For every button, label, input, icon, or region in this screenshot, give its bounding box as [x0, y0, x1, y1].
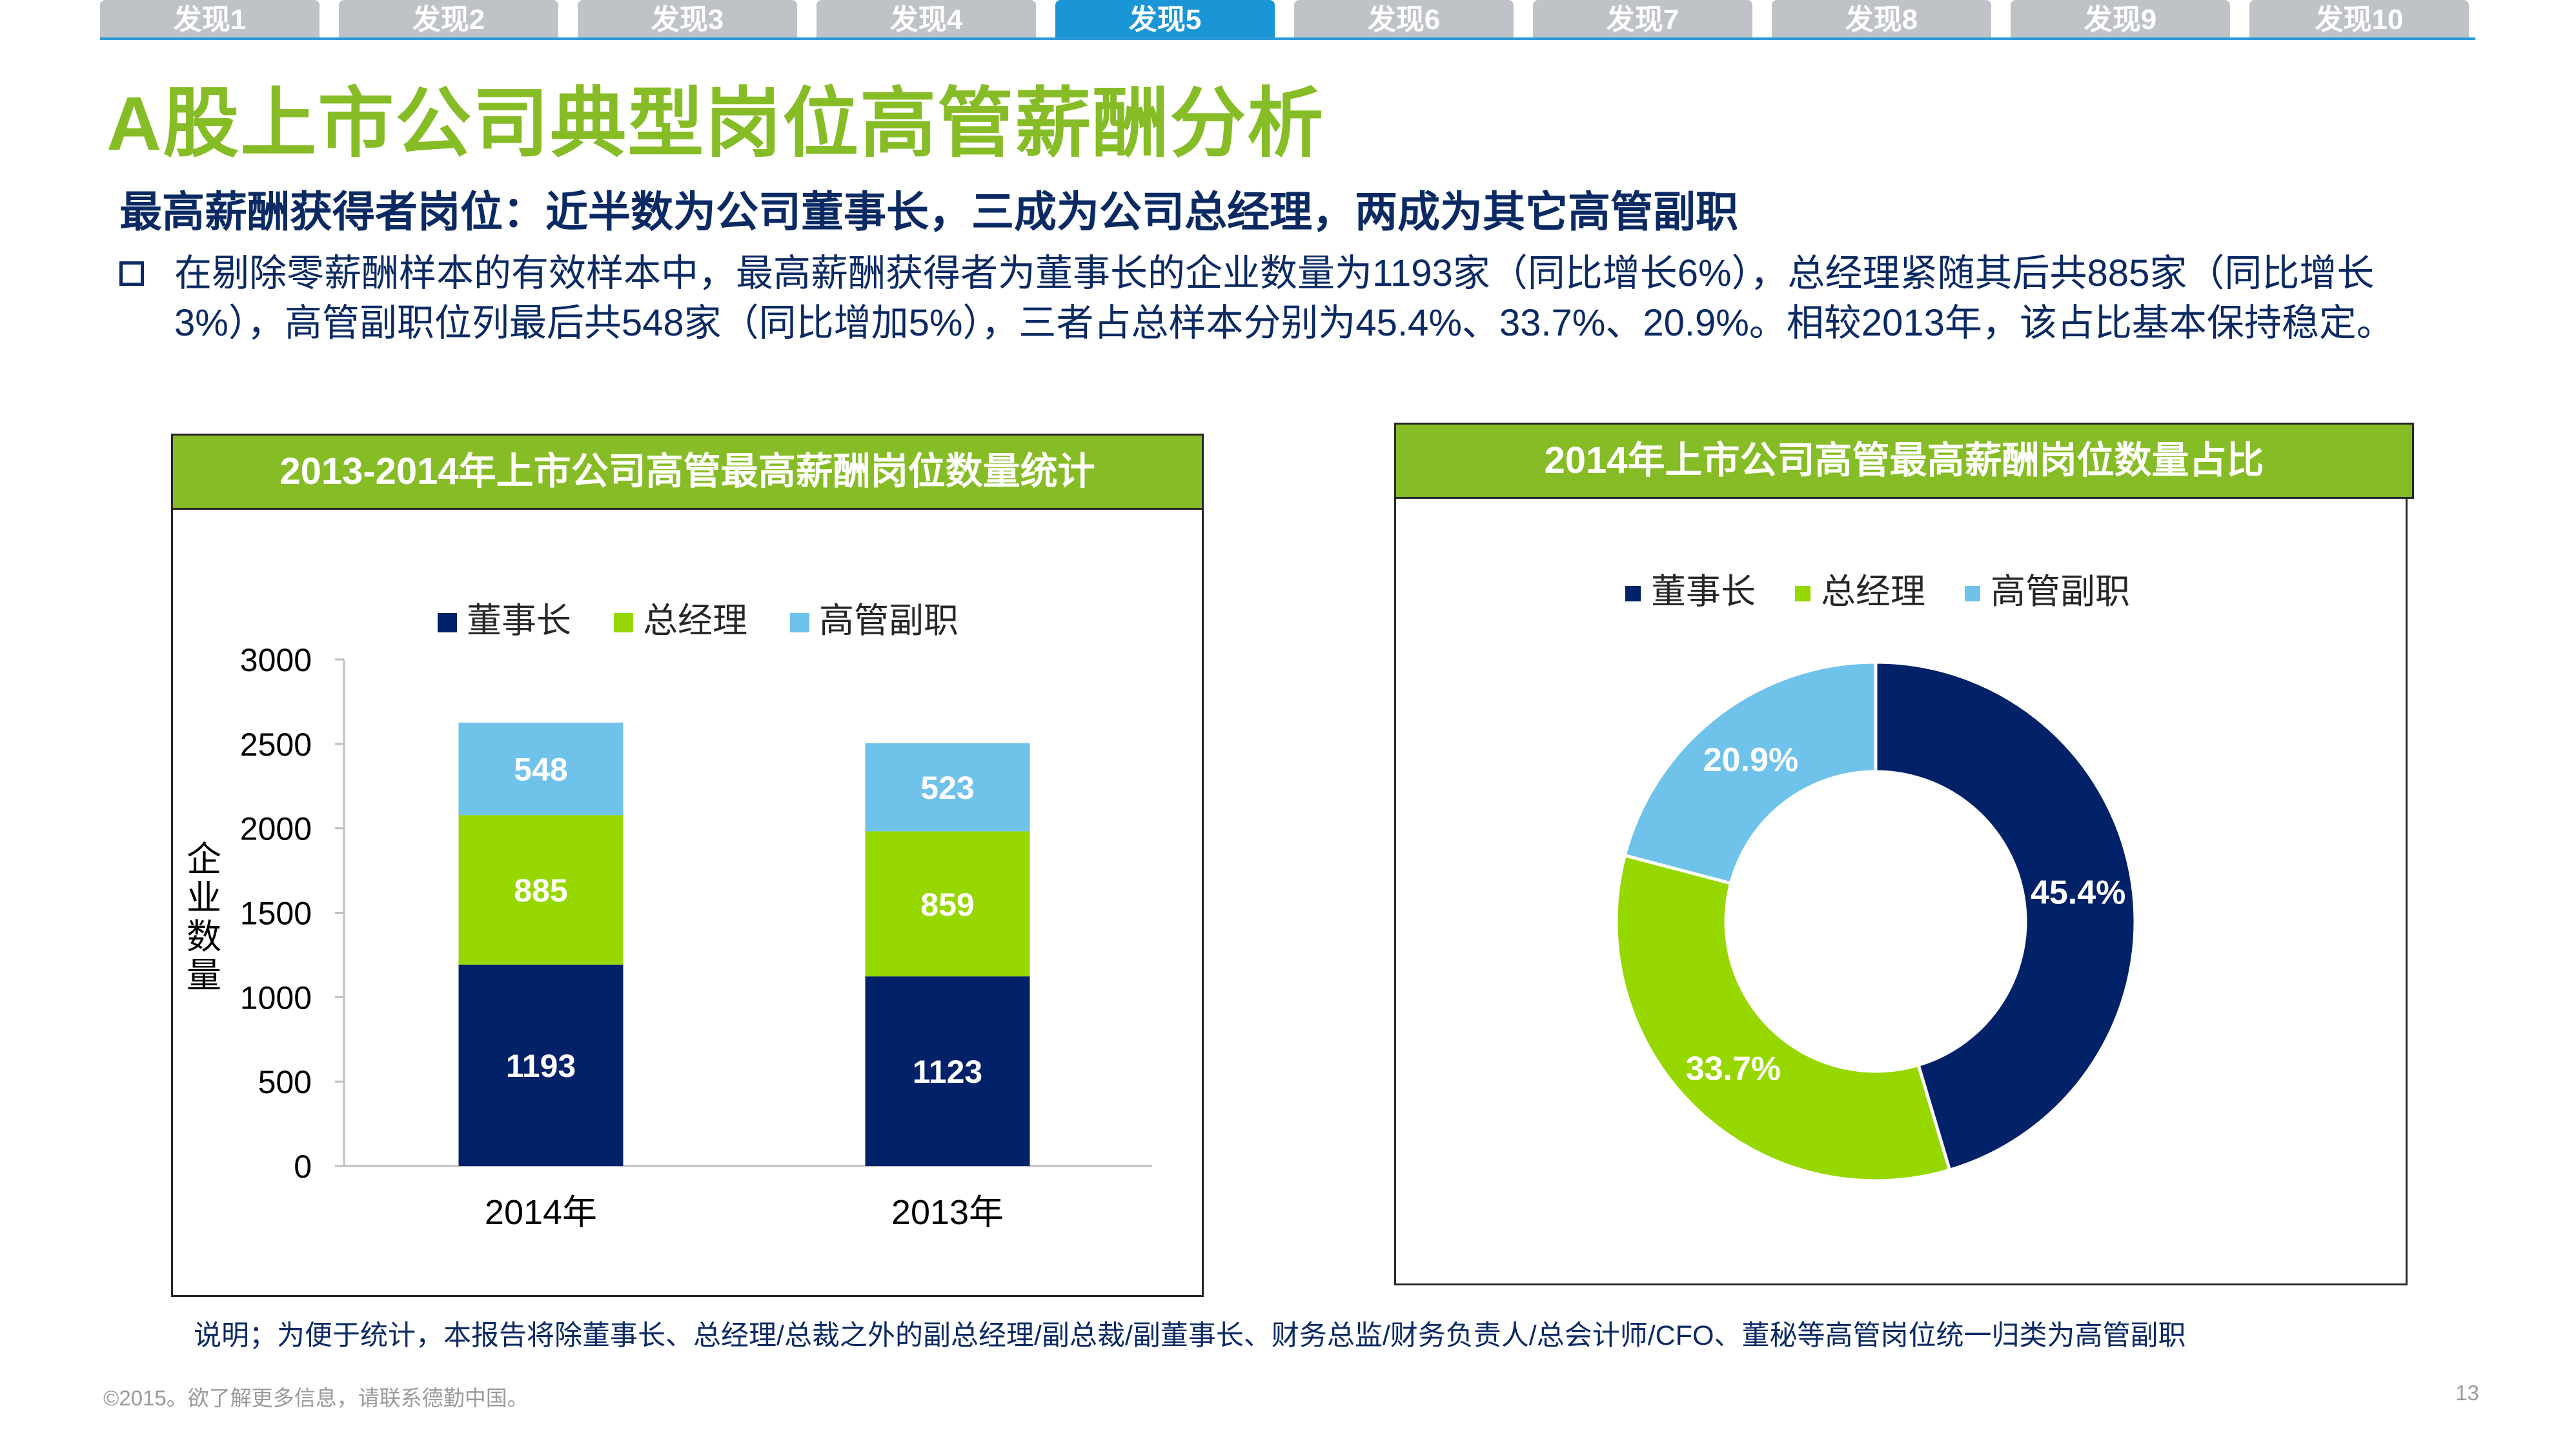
legend-swatch-2 [614, 613, 633, 632]
x-tick-label: 2013年 [891, 1193, 1004, 1232]
donut-chart: 董事长 总经理 高管副职 45.4% 33.7% 20.9% [1614, 572, 2137, 1183]
donut-value-label-2: 33.7% [1686, 1051, 1781, 1088]
donut-slice-2 [1614, 853, 1952, 1183]
donut-chart-panel: 董事长 总经理 高管副职 45.4% 33.7% 20.9% [1394, 497, 2408, 1285]
y-tick-label: 500 [258, 1064, 312, 1100]
donut-slice-1 [1874, 660, 2137, 1172]
footnote: 说明；为便于统计，本报告将除董事长、总经理/总裁之外的副总经理/副总裁/副董事长… [194, 1320, 2186, 1351]
bar-segment [865, 743, 1030, 832]
page-title: A股上市公司典型岗位高管薪酬分析 [106, 81, 1325, 166]
checkbox-bullet-icon [119, 261, 144, 286]
y-tick-label: 1500 [240, 896, 312, 932]
legend-swatch-1 [438, 613, 457, 632]
page-subtitle: 最高薪酬获得者岗位：近半数为公司董事长，三成为公司总经理，两成为其它高管副职 [119, 188, 1738, 236]
bar-value-label: 523 [920, 770, 974, 806]
donut-value-label-3: 20.9% [1703, 741, 1798, 779]
tab-7[interactable]: 发现7 [1533, 0, 1752, 37]
bar-chart-title: 2013-2014年上市公司高管最高薪酬岗位数量统计 [171, 434, 1204, 510]
y-axis-label-char: 数 [187, 918, 221, 956]
legend-label-2: 总经理 [643, 601, 747, 640]
tab-1[interactable]: 发现1 [100, 0, 319, 37]
bar-value-label: 1123 [913, 1054, 982, 1090]
donut-chart-title: 2014年上市公司高管最高薪酬岗位数量占比 [1394, 423, 2414, 499]
legend-label-1: 董事长 [467, 601, 571, 640]
bar-chart-panel: 董事长 总经理 高管副职 0 500 1000 1500 2000 2500 3000 企业数量 11… [171, 508, 1204, 1297]
tab-3[interactable]: 发现3 [578, 0, 797, 37]
bar-segment [458, 722, 624, 816]
tab-2[interactable]: 发现2 [339, 0, 558, 37]
legend-swatch-2 [1795, 586, 1810, 601]
y-tick-label: 1000 [240, 980, 312, 1016]
y-axis-label-char: 企 [187, 840, 221, 879]
bar-segment [458, 815, 624, 965]
bullet-text: 在剔除零薪酬样本的有效样本中，最高薪酬获得者为董事长的企业数量为1193家（同比… [174, 252, 2394, 344]
bar-value-label: 859 [920, 887, 974, 923]
legend-swatch-3 [790, 613, 809, 632]
y-axis-label-char: 业 [187, 879, 221, 918]
donut-slice-3 [1623, 660, 1878, 885]
legend-swatch-1 [1625, 586, 1641, 601]
tab-5[interactable]: 发现5 [1055, 0, 1275, 37]
tab-8[interactable]: 发现8 [1772, 0, 1991, 37]
legend-label-1: 董事长 [1651, 572, 1756, 611]
bar-segment [865, 831, 1030, 977]
bar-value-label: 885 [514, 872, 567, 909]
y-tick-label: 0 [294, 1149, 312, 1185]
bar-value-label: 1193 [506, 1048, 576, 1084]
y-tick-label: 2000 [240, 811, 312, 847]
bar-segment [458, 964, 624, 1166]
page-number: 13 [2455, 1381, 2479, 1405]
legend-swatch-3 [1965, 586, 1980, 601]
x-tick-label: 2014年 [485, 1193, 597, 1232]
bar-value-label: 548 [514, 752, 567, 788]
tab-underline [100, 37, 2475, 40]
bullet-paragraph: 在剔除零薪酬样本的有效样本中，最高薪酬获得者为董事长的企业数量为1193家（同比… [119, 248, 2469, 348]
section-tabs: 发现1 发现2 发现3 发现4 发现5 发现6 发现7 发现8 发现9 发现10 [100, 0, 2475, 40]
y-tick-label: 2500 [240, 727, 312, 763]
bar-segment [865, 976, 1030, 1166]
bar-chart: 董事长 总经理 高管副职 0 500 1000 1500 2000 2500 3000 企业数量 11… [187, 601, 1152, 1232]
tab-6[interactable]: 发现6 [1294, 0, 1514, 37]
tab-10[interactable]: 发现10 [2249, 0, 2469, 37]
legend-label-2: 总经理 [1821, 572, 1925, 611]
donut-value-label-1: 45.4% [2031, 874, 2125, 911]
legend-label-3: 高管副职 [819, 601, 958, 640]
tab-4[interactable]: 发现4 [816, 0, 1036, 37]
copyright: ©2015。欲了解更多信息，请联系德勤中国。 [103, 1386, 529, 1410]
legend-label-3: 高管副职 [1991, 572, 2130, 611]
tab-9[interactable]: 发现9 [2011, 0, 2230, 37]
y-tick-label: 3000 [240, 642, 312, 678]
y-axis-label-char: 量 [187, 956, 221, 995]
